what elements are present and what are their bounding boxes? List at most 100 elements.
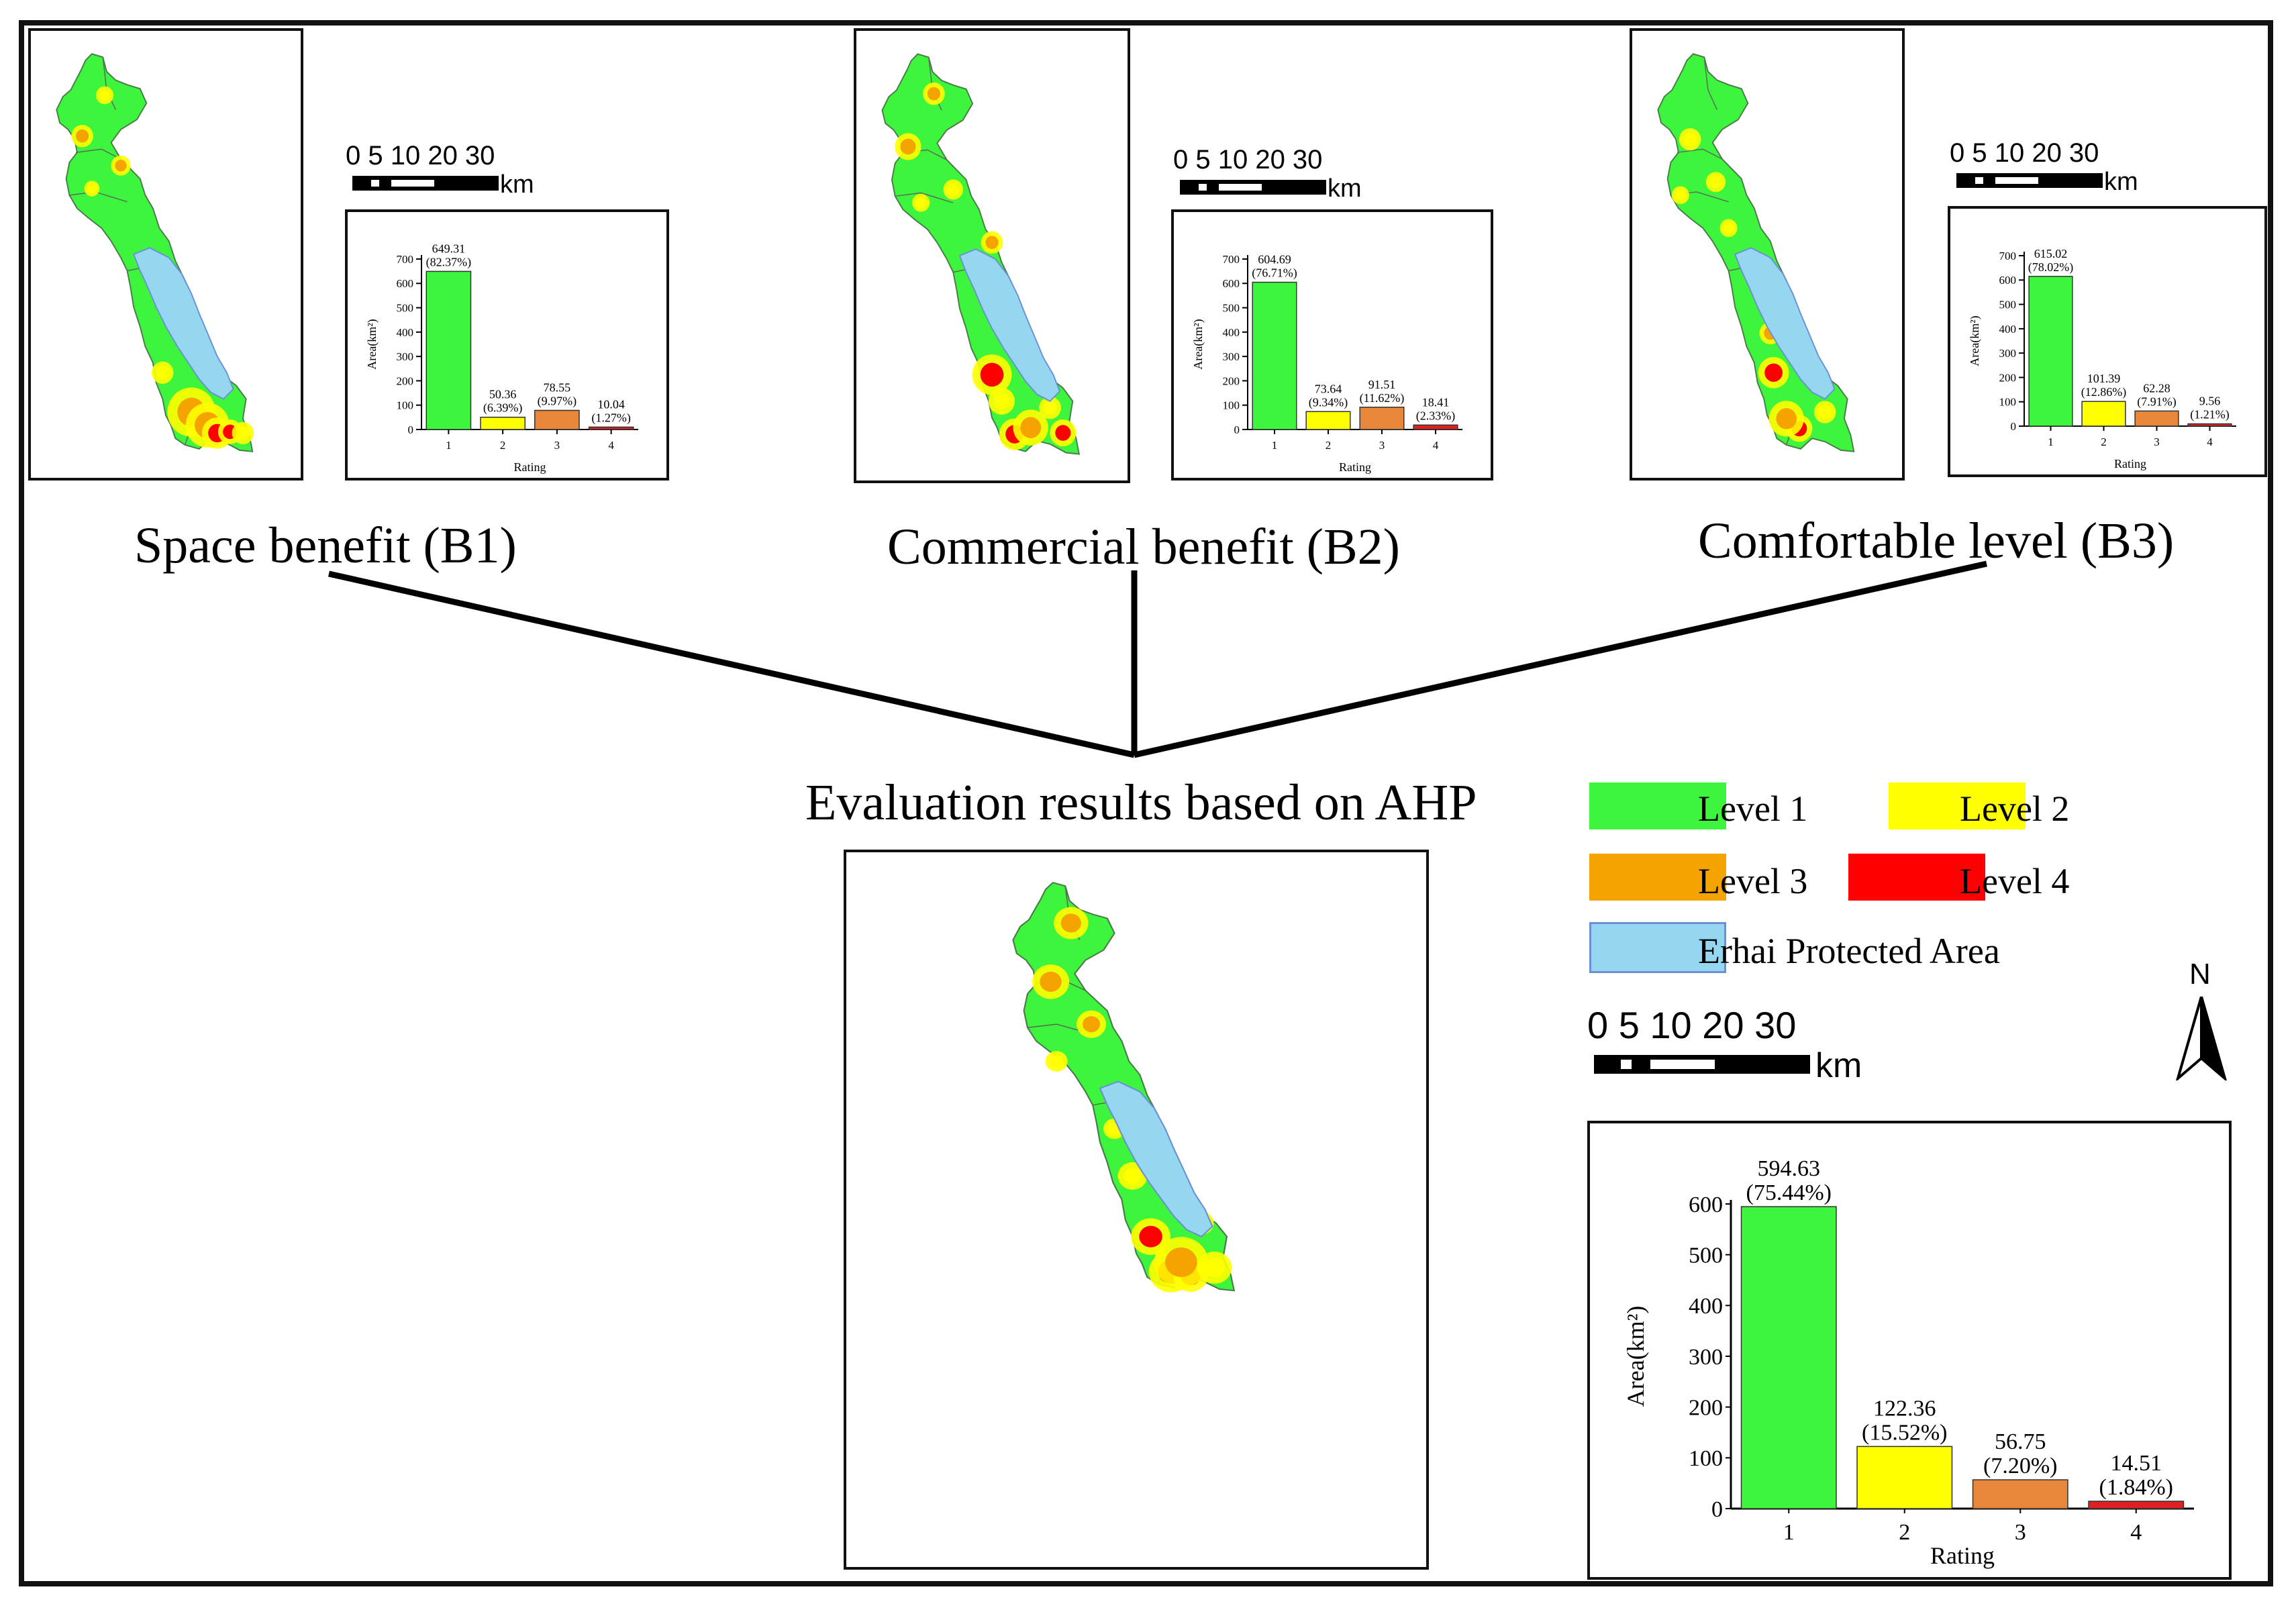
- scale-ticks: 0 5 10 20 30: [1950, 138, 2099, 168]
- x-axis-title: Rating: [514, 460, 546, 474]
- suitability-patch-level3: [115, 159, 127, 172]
- y-axis-title: Area(km²): [1191, 319, 1205, 369]
- suitability-patch-level2: [1043, 401, 1057, 415]
- scale-ticks: 0 5 10 20 30: [1173, 145, 1323, 174]
- legend: Level 1 Level 2 Level 3 Level 4 Erhai Pr…: [1584, 778, 2255, 980]
- legend-label-erhai: Erhai Protected Area: [1698, 931, 2000, 971]
- x-tick-label: 3: [2154, 436, 2160, 448]
- x-tick-label: 4: [2207, 436, 2213, 448]
- bar-value-label: 18.41: [1422, 395, 1450, 409]
- y-tick-label: 200: [1999, 371, 2017, 384]
- x-axis-title: Rating: [1339, 460, 1371, 474]
- x-tick-label: 4: [608, 439, 614, 452]
- suitability-patch-level2: [915, 197, 926, 209]
- map-layer-group: [881, 53, 1081, 455]
- y-tick-label: 0: [2011, 420, 2017, 433]
- suitability-patch-level2: [236, 426, 250, 440]
- bar-percent-label: (78.02%): [2028, 260, 2073, 274]
- y-tick-label: 400: [1223, 326, 1240, 339]
- map-layer-group: [56, 53, 254, 452]
- suitability-patch-level3: [900, 138, 916, 155]
- map-layer-group: [1012, 882, 1236, 1293]
- title-ahp: Evaluation results based on AHP: [805, 774, 1477, 831]
- y-tick-label: 100: [397, 399, 414, 412]
- bar-percent-label: (1.84%): [2099, 1475, 2173, 1500]
- scale-ticks: 0 5 10 20 30: [1587, 1004, 1797, 1046]
- suitability-patch-level4: [980, 362, 1004, 387]
- bar-rating-3: [1972, 1479, 2068, 1509]
- y-tick-label: 300: [1223, 350, 1240, 363]
- figure-frame: [19, 20, 2273, 1586]
- bar-percent-label: (2.33%): [1416, 409, 1455, 423]
- erhai-map-b3: [1657, 53, 1855, 452]
- chart-b2: 0 100 200 300 400 500 600 700 604.69 (76.71%) 1 73.…: [1171, 209, 1493, 480]
- bar-value-label: 9.56: [2199, 395, 2221, 408]
- district-boundary: [1703, 57, 1717, 110]
- north-arrow-icon: [2176, 997, 2227, 1080]
- y-tick-label: 700: [1999, 250, 2017, 262]
- north-label: N: [2189, 958, 2211, 991]
- suitability-patch-level2: [99, 90, 110, 101]
- x-tick-label: 1: [1272, 439, 1278, 452]
- scale-ticks: 0 5 10 20 30: [346, 141, 495, 170]
- y-tick-label: 600: [1223, 277, 1240, 290]
- bar-value-label: 594.63: [1758, 1156, 1821, 1181]
- x-tick-label: 2: [1899, 1520, 1910, 1545]
- suitability-patch-level2: [1723, 222, 1734, 234]
- bar-value-label: 122.36: [1873, 1396, 1936, 1421]
- bar-percent-label: (11.62%): [1360, 391, 1405, 405]
- suitability-patch-level2: [156, 366, 169, 380]
- suitability-patch-level3: [76, 129, 89, 143]
- y-tick-label: 0: [1234, 423, 1240, 436]
- map-panel-b2: [854, 28, 1130, 483]
- scale-unit: km: [500, 170, 534, 199]
- legend-swatch-level1: [1589, 782, 1726, 829]
- y-tick-label: 200: [1223, 374, 1240, 387]
- suitability-patch-level4: [1139, 1225, 1162, 1248]
- suitability-patch-level4: [1764, 363, 1783, 383]
- y-tick-label: 600: [1999, 274, 2017, 287]
- bar-value-label: 91.51: [1368, 378, 1396, 391]
- scale-bar-graphic: [352, 176, 499, 191]
- suitability-patch-level2: [947, 183, 959, 196]
- bar-rating-1: [426, 270, 472, 430]
- scale-bar-graphic: [1180, 180, 1326, 195]
- x-tick-label: 1: [1783, 1520, 1795, 1545]
- x-tick-label: 2: [2101, 436, 2107, 448]
- erhai-map-b1: [56, 53, 254, 452]
- suitability-patch-level3: [1060, 913, 1081, 933]
- bar-rating-3: [1359, 407, 1405, 430]
- x-tick-label: 3: [554, 439, 560, 452]
- x-tick-label: 2: [500, 439, 506, 452]
- suitability-patch-level2: [1204, 1258, 1225, 1277]
- suitability-patch-level3: [1776, 408, 1797, 429]
- x-tick-label: 3: [1379, 439, 1385, 452]
- suitability-patch-level2: [1709, 176, 1722, 189]
- suitability-patch-level3: [1020, 417, 1042, 438]
- y-tick-label: 600: [1689, 1193, 1723, 1217]
- suitability-patch-level2: [1124, 1168, 1142, 1184]
- district-boundary: [895, 192, 954, 203]
- bar-percent-label: (1.27%): [591, 411, 630, 425]
- erhai-protected-area: [1734, 247, 1836, 400]
- suitability-patch-level2: [1683, 132, 1697, 146]
- bar-rating-1: [1252, 281, 1297, 430]
- x-axis-title: Rating: [1930, 1542, 1995, 1569]
- bar-rating-3: [2134, 410, 2179, 427]
- bar-rating-4: [1413, 424, 1458, 430]
- legend-swatch-level4: [1848, 854, 1985, 901]
- district-boundary: [1677, 148, 1723, 160]
- scale-bar-ahp: 0 5 10 20 30 km: [1587, 1007, 1896, 1087]
- north-arrow: N: [2171, 960, 2232, 1080]
- bar-rating-1: [2028, 276, 2073, 427]
- erhai-map-ahp: [1012, 882, 1236, 1293]
- y-tick-label: 400: [1689, 1294, 1723, 1319]
- suitability-patch-level2: [993, 393, 1009, 409]
- chart-b2-svg: 0 100 200 300 400 500 600 700 604.69(76.71%) 1 73.…: [1191, 253, 1462, 474]
- bar-percent-label: (1.21%): [2190, 408, 2229, 422]
- scale-bar-graphic: [1956, 173, 2103, 188]
- y-tick-label: 500: [1999, 299, 2017, 311]
- bar-value-label: 56.75: [1995, 1429, 2046, 1454]
- y-tick-label: 500: [1689, 1244, 1723, 1268]
- x-tick-label: 1: [446, 439, 452, 452]
